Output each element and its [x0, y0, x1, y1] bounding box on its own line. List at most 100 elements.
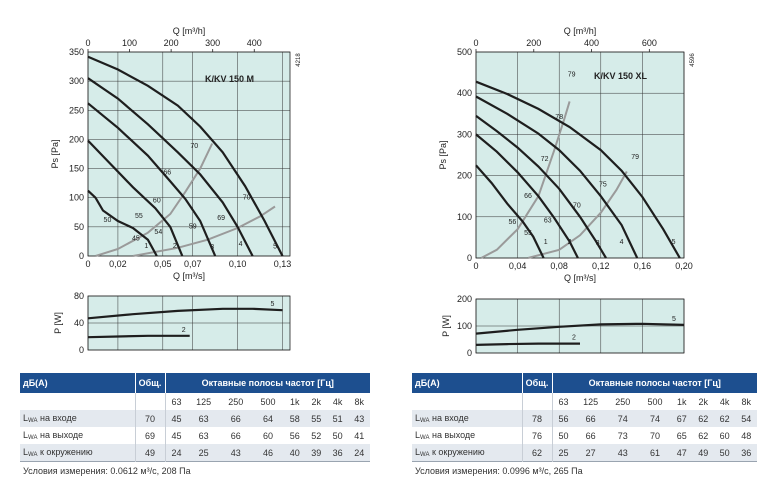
ps-y-tick-label: 0 [79, 251, 84, 261]
curve-point-label: 54 [154, 229, 162, 236]
cell: 52 [311, 430, 322, 441]
power-y-tick-label: 40 [74, 318, 84, 328]
power-y-tick-label: 0 [467, 348, 472, 358]
cell: 56 [289, 430, 300, 441]
band-label: 250 [615, 396, 631, 407]
condition-row: Условия измерения: 0.0996 м³/с, 265 Па [412, 461, 757, 479]
cell: 24 [165, 444, 188, 462]
power-axis-label: P [W] [53, 312, 63, 334]
cell: 41 [354, 430, 365, 441]
cell: 27 [574, 444, 607, 462]
ps-y-tick-label: 150 [69, 164, 84, 174]
ps-y-tick-label: 100 [457, 212, 472, 222]
ps-y-tick-label: 100 [69, 193, 84, 203]
condition-row: Условия измерения: 0.0612 м³/с, 208 Па [20, 461, 370, 479]
power-curve-label: 2 [182, 327, 186, 334]
fan-curve-5 [87, 55, 284, 257]
q-bottom-tick-label: 0,10 [229, 259, 247, 269]
row-label: LWA на входе [20, 410, 135, 427]
q-bottom-tick-label: 0,20 [675, 261, 693, 271]
q-bottom-tick-label: 0,12 [592, 261, 610, 271]
cell: 49 [692, 444, 714, 462]
ps-y-tick-label: 50 [74, 222, 84, 232]
ps-plot-area [476, 52, 684, 258]
curve-point-label: 3 [210, 244, 214, 251]
q-top-tick-label: 0 [473, 38, 478, 48]
cell: 46 [251, 444, 285, 462]
fan-curve-4 [475, 95, 639, 259]
curve-point-label: 72 [541, 156, 549, 163]
chart-code: 4596 [690, 53, 696, 67]
chart-code: 4218 [296, 53, 302, 67]
cell: 50 [558, 430, 569, 441]
cell: 51 [326, 410, 349, 427]
curve-point-label: 55 [135, 213, 143, 220]
curve-point-label: 1 [144, 243, 148, 250]
cell: 50 [332, 430, 343, 441]
table-row: LWA на входе 78 56 66 74 74 67 62 62 54 [412, 410, 757, 427]
cell: 25 [187, 444, 220, 462]
cell: 54 [735, 410, 757, 427]
curve-point-label: 2 [568, 239, 572, 246]
curve-point-label: 5 [273, 243, 277, 250]
cell: 25 [552, 444, 575, 462]
ps-y-tick-label: 200 [457, 171, 472, 181]
q-top-tick-label: 300 [205, 38, 220, 48]
cell: 36 [326, 444, 349, 462]
cell: 66 [219, 410, 252, 427]
curve-point-label: 63 [544, 218, 552, 225]
fan-curve-1 [475, 164, 545, 259]
cell: 50 [713, 444, 736, 462]
header-bands: Октавные полосы частот [Гц] [551, 373, 757, 393]
power-plot-frame [87, 295, 291, 351]
row-label: LWA на входе [412, 410, 522, 427]
q-bottom-tick-label: 0,07 [184, 259, 202, 269]
band-label: 250 [228, 396, 244, 407]
q-top-tick-label: 200 [526, 38, 541, 48]
cell: 60 [719, 430, 730, 441]
header-db: дБ(A) [412, 373, 522, 393]
ps-y-tick-label: 400 [457, 88, 472, 98]
table-row: LWA на выходе 76 50 66 73 70 65 62 60 48 [412, 427, 757, 444]
power-y-tick-label: 0 [79, 345, 84, 355]
band-row: 63 125 250 500 1k 2k 4k 8k [412, 393, 757, 410]
fan-curve-3 [87, 102, 217, 257]
band-row: 63 125 250 500 1k 2k 4k 8k [20, 393, 370, 410]
measurement-condition: Условия измерения: 0.0996 м³/с, 265 Па [412, 461, 757, 479]
row-total: 62 [521, 444, 553, 462]
curve-point-label: 70 [573, 202, 581, 209]
band-label: 500 [647, 396, 663, 407]
cell: 45 [165, 410, 188, 427]
ps-plot-frame [475, 51, 685, 259]
system-curve [527, 171, 628, 259]
power-curve-label: 2 [572, 335, 576, 342]
system-curve [95, 143, 214, 257]
q-bottom-tick-label: 0,16 [634, 261, 652, 271]
cell: 64 [251, 410, 285, 427]
power-curve-label: 5 [271, 301, 275, 308]
cell: 73 [617, 430, 628, 441]
cell: 62 [713, 410, 736, 427]
band-label: 63 [171, 396, 182, 407]
curve-point-label: 3 [596, 240, 600, 247]
cell: 58 [284, 410, 306, 427]
curve-point-label: 66 [524, 193, 532, 200]
curve-point-label: 56 [509, 219, 517, 226]
cell: 45 [171, 430, 182, 441]
curve-point-label: 5 [672, 239, 676, 246]
cell: 48 [741, 430, 752, 441]
fan-curve-3 [475, 115, 607, 259]
power-y-tick-label: 80 [74, 291, 84, 301]
table-header: дБ(A) Общ. Октавные полосы частот [Гц] [20, 373, 370, 393]
band-label: 1k [290, 396, 300, 407]
sound-table-kkv150xl: дБ(A) Общ. Октавные полосы частот [Гц] 6… [412, 373, 757, 479]
cell: 39 [305, 444, 327, 462]
model-name: K/KV 150 M [205, 74, 254, 84]
ps-y-tick-label: 200 [69, 134, 84, 144]
cell: 62 [692, 410, 714, 427]
header-total: Общ. [134, 373, 165, 393]
cell: 74 [606, 410, 639, 427]
cell: 62 [698, 430, 709, 441]
curve-point-label: 79 [631, 154, 639, 161]
power-curve-label: 5 [672, 316, 676, 323]
